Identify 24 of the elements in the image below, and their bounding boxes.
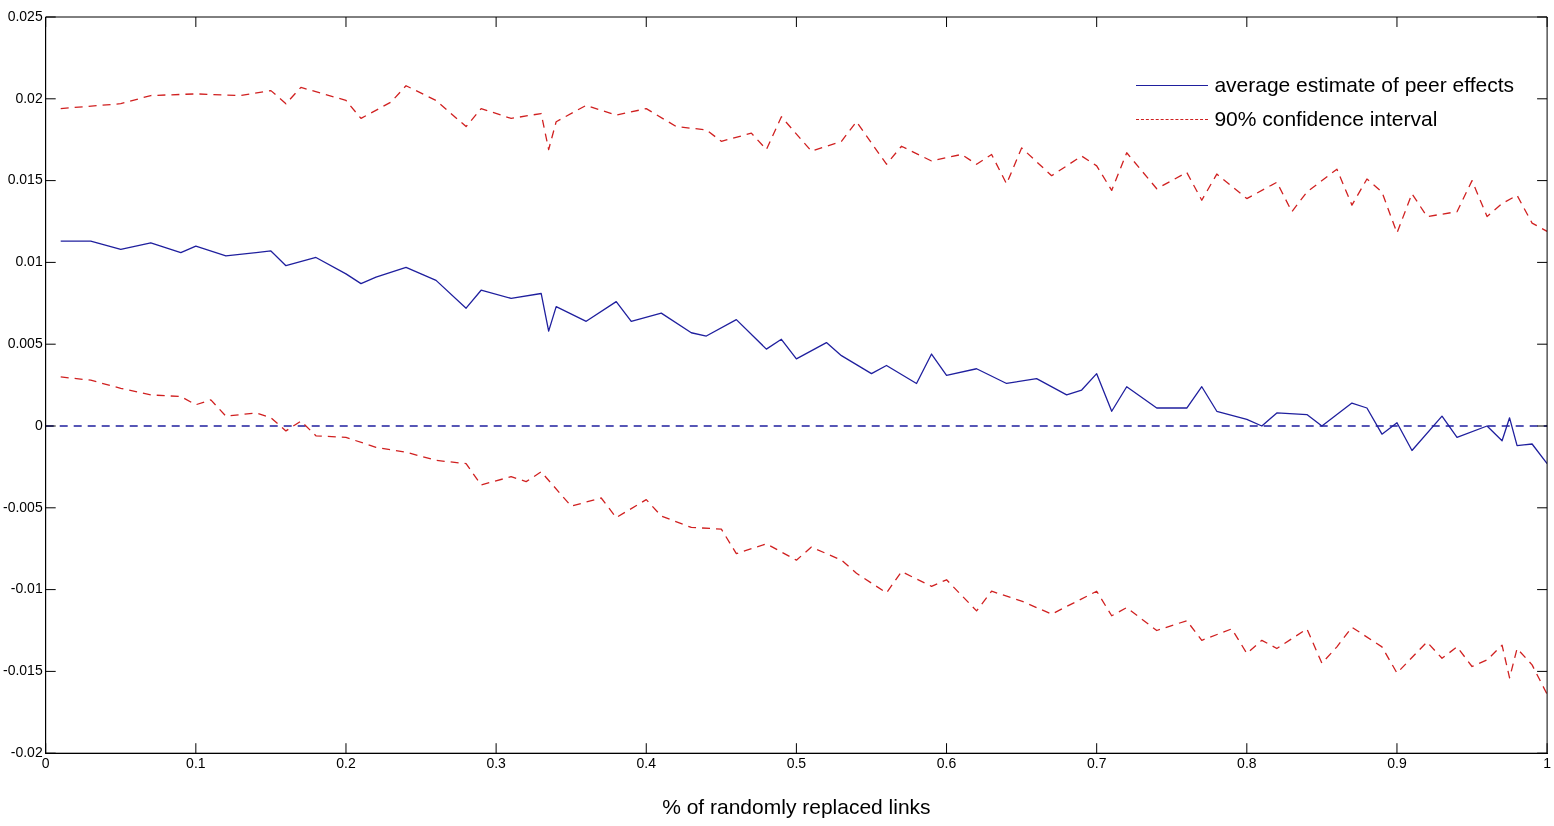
- y-tick-label: 0.005: [7, 335, 43, 352]
- y-tick-label: 0.025: [7, 7, 43, 24]
- x-tick-label: 0.5: [786, 755, 807, 772]
- y-tick-label: -0.01: [10, 580, 43, 597]
- legend-label: average estimate of peer effects: [1214, 73, 1514, 97]
- x-tick-label: 0.3: [486, 755, 507, 772]
- x-tick-label: 0.9: [1387, 755, 1407, 772]
- x-axis-title: % of randomly replaced links: [662, 795, 931, 818]
- x-tick-label: 0.6: [936, 755, 957, 772]
- x-tick-label: 0.1: [186, 755, 206, 772]
- y-tick-label: 0: [34, 416, 43, 433]
- y-tick-label: -0.015: [2, 662, 43, 679]
- legend-label: 90% confidence interval: [1214, 107, 1438, 131]
- y-tick-label: 0.01: [15, 253, 43, 270]
- x-tick-label: 0.8: [1237, 755, 1257, 772]
- x-tick-label: 0.4: [636, 755, 657, 772]
- x-tick-label: 0.7: [1086, 755, 1107, 772]
- x-tick-label: 1: [1543, 755, 1552, 772]
- y-tick-label: 0.015: [7, 171, 43, 188]
- line-series: [60, 376, 1548, 695]
- x-tick-label: 0.2: [336, 755, 356, 772]
- y-tick-label: -0.02: [10, 744, 43, 761]
- y-tick-label: -0.005: [2, 498, 43, 515]
- y-tick-label: 0.02: [15, 89, 43, 106]
